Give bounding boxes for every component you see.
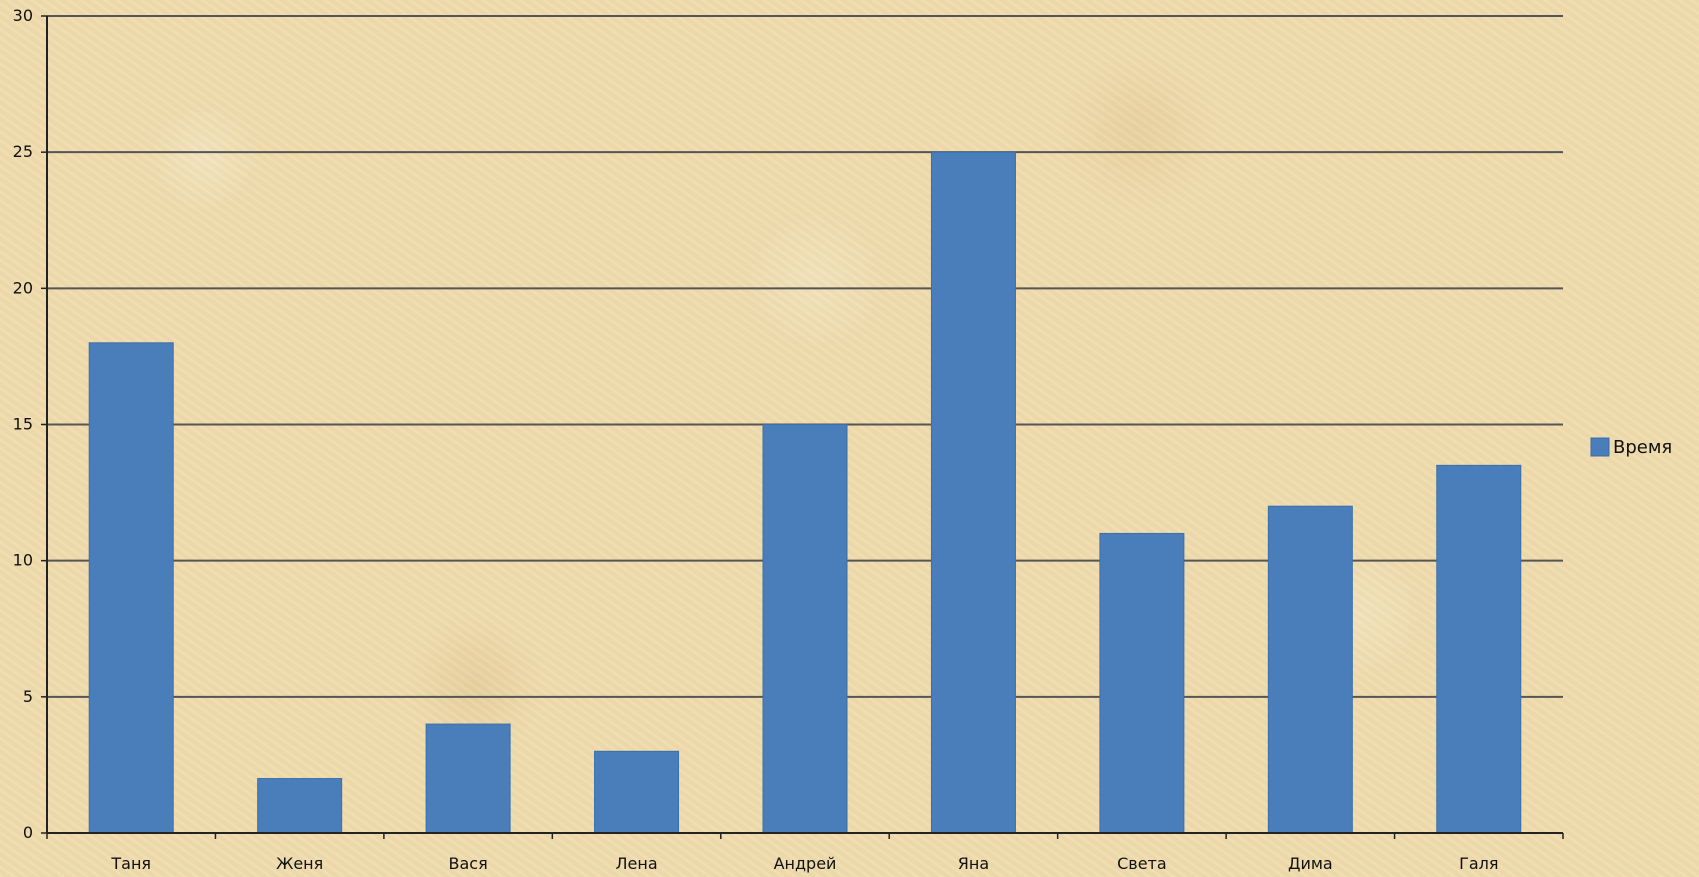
bar-7 bbox=[1099, 532, 1185, 834]
y-tick-label: 20 bbox=[13, 278, 33, 297]
y-tick-label: 10 bbox=[13, 551, 33, 570]
legend-swatch bbox=[1590, 437, 1610, 457]
x-tick-label: Женя bbox=[276, 854, 323, 873]
legend: Время bbox=[1590, 437, 1672, 458]
y-tick-label: 15 bbox=[13, 415, 33, 434]
x-tick-label: Вася bbox=[449, 854, 488, 873]
axis-labels: 0 5 10 15 20 25 30 Таня Женя Вася Лена Андрей Яна Све… bbox=[13, 6, 1499, 873]
bar-3 bbox=[425, 723, 511, 834]
y-tick-label: 0 bbox=[23, 823, 33, 842]
x-tick-label: Дима bbox=[1288, 854, 1333, 873]
bar-9 bbox=[1436, 464, 1522, 834]
bar-6 bbox=[930, 151, 1016, 834]
x-tick-label: Лена bbox=[615, 854, 657, 873]
bar-5 bbox=[762, 424, 848, 834]
y-tick-label: 25 bbox=[13, 142, 33, 161]
x-tick-label: Яна bbox=[958, 854, 989, 873]
x-tick-label: Андрей bbox=[774, 854, 837, 873]
axes bbox=[41, 15, 1564, 839]
y-tick-label: 30 bbox=[13, 6, 33, 25]
y-tick-label: 5 bbox=[23, 687, 33, 706]
bar-4 bbox=[594, 750, 680, 834]
bar-8 bbox=[1267, 505, 1353, 834]
x-tick-label: Галя bbox=[1459, 854, 1498, 873]
bar-2 bbox=[257, 778, 343, 834]
bar-1 bbox=[88, 342, 174, 834]
legend-label: Время bbox=[1613, 437, 1672, 458]
x-tick-label: Света bbox=[1117, 854, 1167, 873]
x-tick-label: Таня bbox=[110, 854, 151, 873]
bars bbox=[88, 151, 1522, 834]
